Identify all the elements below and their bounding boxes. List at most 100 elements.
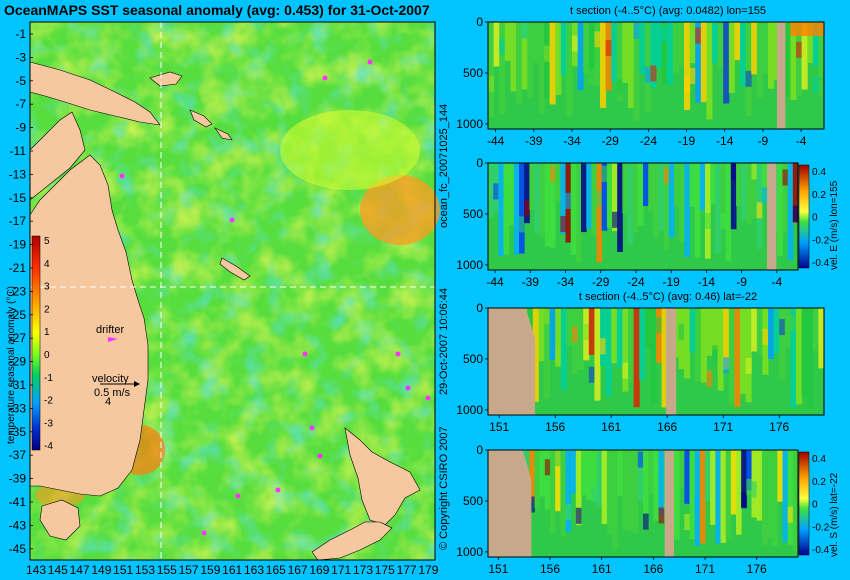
lat-tick-label: -33 (9, 401, 27, 415)
velocity-colorbar-tick: 0 (812, 500, 818, 511)
lat-tick-label: -31 (9, 378, 27, 392)
section-y-tick: 1000 (456, 545, 483, 559)
section-x-tick: -44 (486, 275, 504, 289)
lon-tick-label: 159 (200, 563, 220, 577)
lon-tick-label: 171 (331, 563, 351, 577)
section-x-tick: 176 (747, 562, 767, 576)
lat-tick-label: -43 (9, 518, 27, 532)
drifter-marker (229, 217, 235, 223)
lat-tick-label: -21 (9, 261, 27, 275)
longitude-ticks: 143 145 147 149 151 153 155 157 159 161 163 165 167 1… (26, 563, 439, 577)
section-x-tick: -9 (758, 134, 769, 148)
map-colorbar-label: temperature seasonal anomaly (°C) (6, 286, 17, 444)
lat-tick-label: -45 (9, 542, 27, 556)
lat-tick-label: -35 (9, 425, 27, 439)
section-y-tick: 500 (463, 494, 483, 508)
section-x-tick: 151 (489, 420, 509, 434)
lat-tick-label: -11 (10, 144, 27, 158)
section-x-tick: 176 (769, 420, 789, 434)
section-x-tick: -14 (698, 275, 716, 289)
section-y-tick: 0 (476, 15, 483, 29)
drifter-marker (309, 425, 315, 431)
lon-tick-label: 149 (91, 563, 111, 577)
section-x-tick: 171 (713, 420, 733, 434)
latitude-ticks: -1 -3 -5 -7 -9 -11 -13 -15 -17 -19 -21 -23 -25 -27 -29… (9, 27, 33, 556)
copyright-label: © Copyright CSIRO 2007 (438, 426, 450, 550)
map-colorbar-tick: -4 (44, 441, 53, 452)
drifter-marker (425, 395, 431, 401)
velocity-arrowhead (134, 381, 140, 387)
page-title: OceanMAPS SST seasonal anomaly (avg: 0.4… (4, 2, 430, 18)
section-x-tick: 156 (545, 420, 565, 434)
section-x-tick: -19 (678, 134, 696, 148)
section-x-tick: -39 (522, 275, 540, 289)
lon-tick-label: 161 (222, 563, 242, 577)
drifter-marker (119, 173, 125, 179)
velocity-colorbar-tick: -0.4 (812, 258, 830, 269)
velocity-colorbar-tick: -0.4 (812, 545, 830, 556)
drifter-legend-marker (108, 337, 118, 342)
section-x-tick: -34 (563, 134, 581, 148)
drifter-legend-label: drifter (96, 324, 124, 336)
section-x-tick: -4 (772, 275, 783, 289)
lon-tick-label: 169 (309, 563, 329, 577)
section-x-tick: 156 (540, 562, 560, 576)
velocity-colorbar-label: vel. E (m/s) lon=155 (829, 180, 840, 270)
section-x-tick: -39 (525, 134, 543, 148)
section-x-tick: -24 (640, 134, 658, 148)
section-x-tick: -29 (592, 275, 610, 289)
map-colorbar-tick: -1 (44, 373, 53, 384)
section-y-tick: 500 (463, 66, 483, 80)
land-new-zealand-north (344, 427, 421, 526)
section-y-tick: 0 (476, 443, 483, 457)
lat-tick-label: -19 (9, 238, 27, 252)
section-x-tick: -34 (557, 275, 575, 289)
section-panel-2: -44 -39 -34 -29 -24 -19 -14 -9 -4 0 500 1000 0.4 0.2 0… (456, 156, 840, 289)
velocity-colorbar-tick: 0.4 (812, 167, 826, 178)
drifter-marker (405, 385, 411, 391)
section-x-tick: 166 (643, 562, 663, 576)
map-colorbar (31, 235, 41, 451)
drifter-marker (275, 487, 281, 493)
section-x-tick: 171 (695, 562, 715, 576)
run-date-label: 29-Oct-2007 10:06:44 (438, 288, 450, 395)
section-y-tick: 1000 (456, 403, 483, 417)
velocity-legend-small: 4 (105, 396, 111, 408)
lon-tick-label: 155 (157, 563, 177, 577)
map-colorbar-ticks: 5 4 3 2 1 0 -1 -2 -3 -4 (44, 236, 53, 452)
lon-tick-label: 165 (266, 563, 286, 577)
land-tasmania (39, 499, 81, 541)
section-x-tick: -4 (796, 134, 807, 148)
lat-tick-label: -23 (9, 284, 27, 298)
lon-tick-label: 179 (418, 563, 438, 577)
map-colorbar-tick: -2 (44, 396, 53, 407)
section-panel-4: 151 156 161 166 171 176 0 500 1000 0.4 0.2 0 -0.2 -0.… (456, 443, 840, 576)
drifter-marker (395, 351, 401, 357)
forecast-id-label: ocean_fc_20071025_144 (438, 104, 450, 228)
land-australia (29, 154, 149, 497)
lat-tick-label: -17 (9, 214, 27, 228)
lon-tick-label: 175 (375, 563, 395, 577)
lon-tick-label: 177 (397, 563, 417, 577)
map-colorbar-tick: 0 (44, 350, 50, 361)
map-colorbar-tick: 4 (44, 259, 50, 270)
drifter-marker (367, 59, 373, 65)
section-y-tick: 500 (463, 352, 483, 366)
lon-tick-label: 153 (135, 563, 155, 577)
lat-tick-label: -3 (15, 50, 26, 64)
lon-tick-label: 173 (353, 563, 373, 577)
lat-tick-label: -7 (15, 97, 26, 111)
velocity-colorbar-tick: 0 (812, 213, 818, 224)
lat-tick-label: -27 (9, 331, 27, 345)
section-title: t section (-4..5°C) (avg: 0.0482) lon=15… (570, 5, 766, 17)
land-new-guinea (29, 61, 161, 126)
lat-tick-label: -39 (9, 472, 27, 486)
section-x-tick: 151 (488, 562, 508, 576)
lat-tick-label: -15 (9, 191, 27, 205)
section-y-tick: 0 (476, 156, 483, 170)
map-colorbar-tick: 5 (44, 236, 50, 247)
lon-tick-label: 157 (179, 563, 199, 577)
drifter-marker (302, 351, 308, 357)
